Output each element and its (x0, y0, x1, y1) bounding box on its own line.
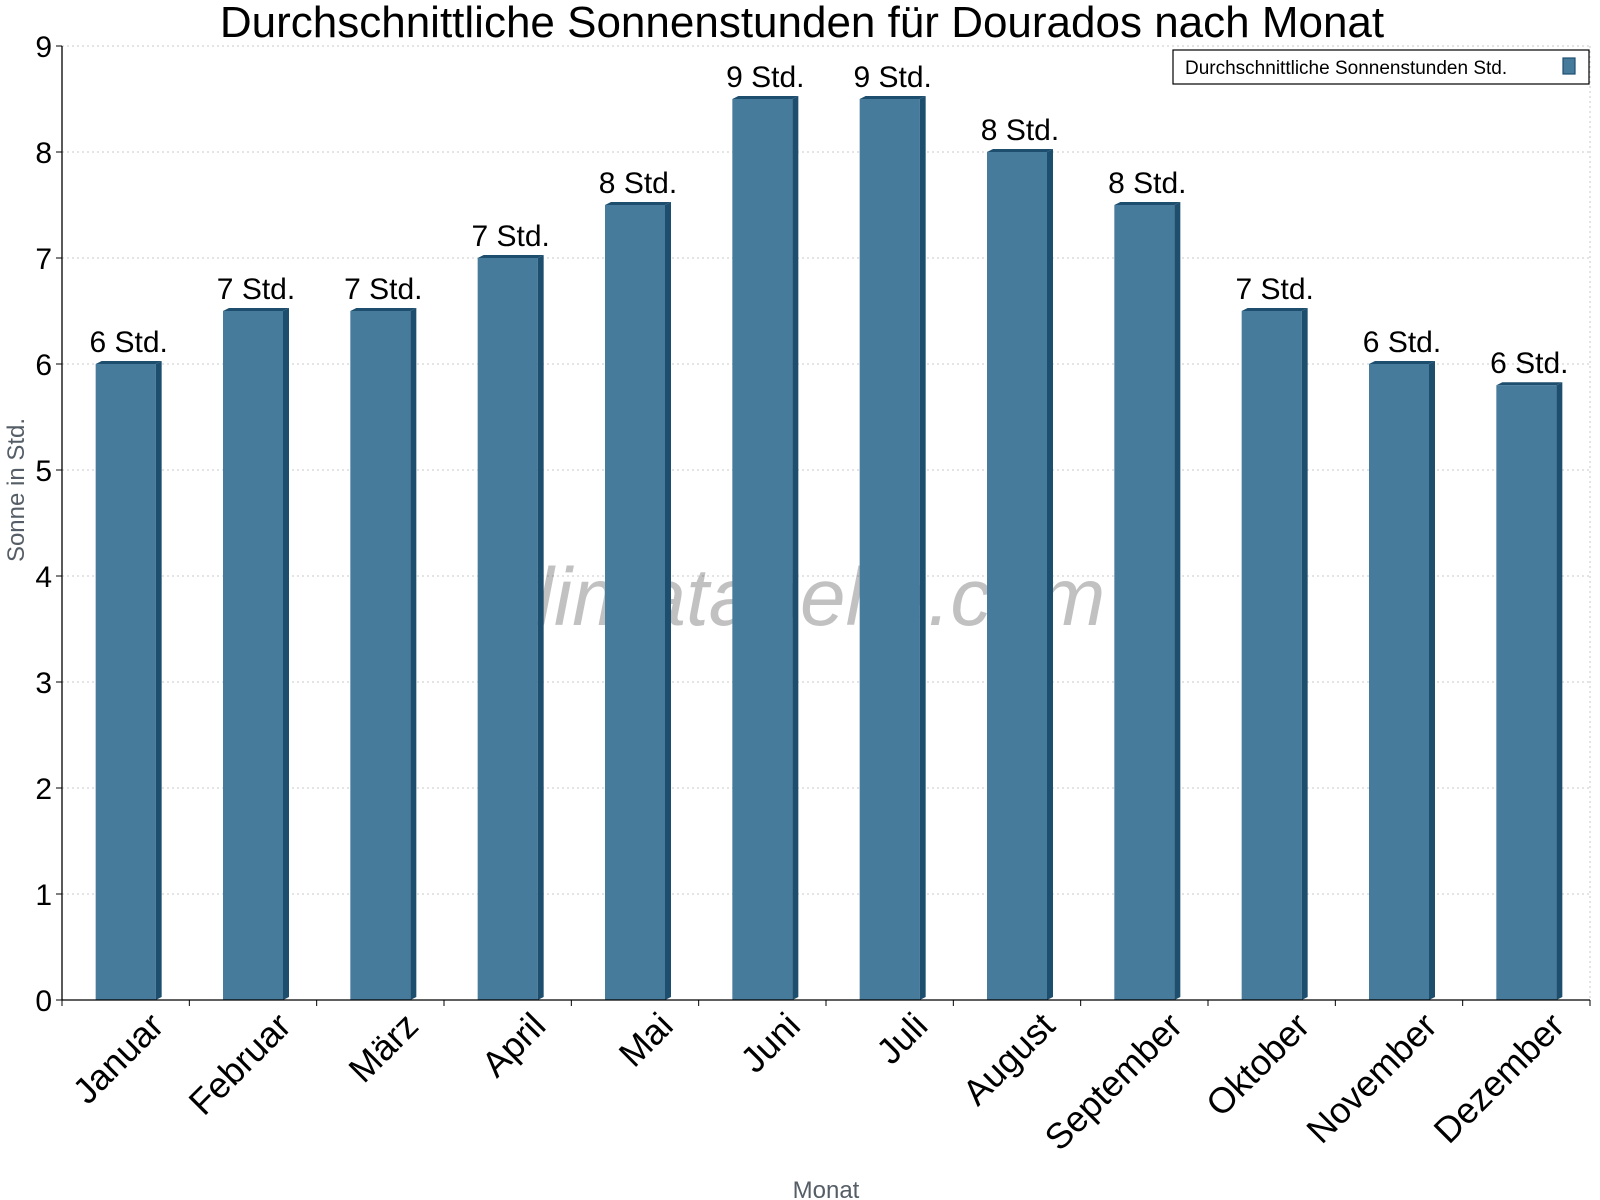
bar-series (95, 96, 1563, 1000)
bar-side-7 (1047, 149, 1053, 1000)
y-tick-label-5: 5 (35, 455, 52, 488)
bar-front-0 (95, 364, 156, 1000)
y-axis-label: Sonne in Std. (3, 418, 30, 562)
x-tick-label-1: Februar (181, 1005, 299, 1123)
data-label-1: 7 Std. (217, 273, 295, 306)
bar-side-3 (537, 255, 544, 1000)
bar-top-0 (95, 361, 162, 364)
data-label-5: 9 Std. (726, 61, 804, 94)
bar-top-2 (350, 308, 417, 311)
bar-top-1 (223, 308, 289, 311)
bar-side-4 (665, 202, 671, 1000)
x-tick-label-4: Mai (611, 1005, 681, 1075)
legend[interactable]: Durchschnittliche Sonnenstunden Std. (1172, 49, 1590, 85)
bar-august (987, 149, 1053, 1000)
bar-top-8 (1114, 202, 1181, 205)
data-label-2: 7 Std. (344, 273, 422, 306)
bar-side-0 (155, 361, 162, 1000)
bar-juli (859, 96, 926, 1000)
bar-dezember (1496, 382, 1563, 1000)
x-tick-label-3: April (473, 1005, 553, 1085)
x-tick-label-2: März (340, 1005, 426, 1091)
bar-september (1114, 202, 1181, 1000)
bar-side-1 (283, 308, 289, 1000)
bar-januar (95, 361, 162, 1000)
bar-front-8 (1114, 205, 1175, 1000)
data-label-8: 8 Std. (1108, 167, 1186, 200)
y-tick-label-0: 0 (35, 985, 52, 1018)
y-tick-label-6: 6 (35, 349, 52, 382)
y-tick-labels: 0 1 2 3 4 5 6 7 8 9 (35, 31, 52, 1018)
data-label-9: 7 Std. (1235, 273, 1313, 306)
bar-top-9 (1241, 308, 1308, 311)
bar-top-11 (1496, 382, 1563, 386)
bar-front-7 (987, 152, 1047, 1000)
data-label-3: 7 Std. (471, 220, 549, 253)
legend-swatch (1562, 57, 1576, 75)
x-tick-label-11: Dezember (1426, 1005, 1572, 1151)
bar-front-10 (1369, 364, 1429, 1000)
bar-front-1 (223, 311, 283, 1000)
x-tick-label-9: Oktober (1198, 1005, 1318, 1125)
data-label-6: 9 Std. (853, 61, 931, 94)
bar-oktober (1241, 308, 1308, 1000)
bar-april (477, 255, 544, 1000)
bar-februar (223, 308, 289, 1000)
bar-top-4 (605, 202, 671, 205)
bar-front-3 (477, 258, 538, 1000)
bar-side-9 (1301, 308, 1308, 1000)
x-tick-label-8: September (1036, 1005, 1190, 1159)
bar-top-6 (859, 96, 926, 99)
bar-november (1369, 361, 1435, 1000)
x-tick-labels: Januar Februar März April Mai Juni Juli AugustS… (64, 1005, 1572, 1159)
data-label-10: 6 Std. (1363, 326, 1441, 359)
x-tick-label-10: November (1298, 1005, 1444, 1151)
y-tick-label-8: 8 (35, 137, 52, 170)
data-label-7: 8 Std. (981, 114, 1059, 147)
y-tick-label-7: 7 (35, 243, 52, 276)
bar-front-5 (732, 99, 793, 1000)
data-label-4: 8 Std. (599, 167, 677, 200)
bar-mai (605, 202, 671, 1000)
legend-box (1172, 49, 1590, 85)
bar-top-10 (1369, 361, 1435, 364)
bar-side-11 (1556, 382, 1563, 1000)
bar-front-6 (859, 99, 920, 1000)
gridlines (62, 45, 1591, 1000)
x-axis-label: Monat (793, 1177, 860, 1200)
bar-front-9 (1241, 311, 1302, 1000)
data-label-11: 6 Std. (1490, 347, 1568, 380)
y-tick-label-4: 4 (35, 561, 52, 594)
bar-side-2 (410, 308, 417, 1000)
chart-title: Durchschnittliche Sonnenstunden für Dour… (220, 0, 1384, 47)
legend-entry-label: Durchschnittliche Sonnenstunden Std. (1185, 58, 1507, 79)
x-tick-label-5: Juni (732, 1005, 808, 1081)
bar-front-11 (1496, 385, 1557, 1000)
bar-side-5 (792, 96, 799, 1000)
axes (56, 45, 1591, 1006)
x-tick-label-0: Januar (64, 1005, 171, 1112)
bar-front-2 (350, 311, 411, 1000)
y-tick-label-3: 3 (35, 667, 52, 700)
x-tick-label-7: August (954, 1005, 1062, 1113)
y-tick-label-9: 9 (35, 31, 52, 64)
bar-side-10 (1429, 361, 1435, 1000)
data-label-0: 6 Std. (89, 326, 167, 359)
bar-side-8 (1174, 202, 1181, 1000)
y-tick-label-2: 2 (35, 773, 52, 806)
bar-front-4 (605, 205, 665, 1000)
bar-top-3 (477, 255, 544, 258)
bar-top-7 (987, 149, 1053, 152)
bar-top-5 (732, 96, 799, 99)
bar-juni (732, 96, 799, 1000)
y-tick-label-1: 1 (35, 879, 52, 912)
bar-märz (350, 308, 417, 1000)
data-labels: 6 Std. 7 Std. 7 Std. 7 Std. 8 Std. 9 Std. 9 St… (89, 61, 1568, 380)
x-tick-label-6: Juli (868, 1005, 935, 1072)
bar-side-6 (919, 96, 926, 1000)
